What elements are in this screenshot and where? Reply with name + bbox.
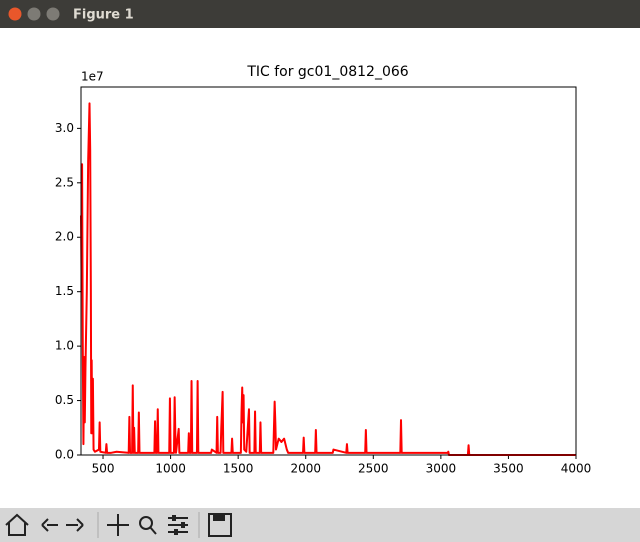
title-bar: [0, 0, 640, 28]
zoom-button[interactable]: [139, 516, 157, 535]
back-button[interactable]: [41, 518, 58, 532]
x-tick-label: 1500: [223, 462, 254, 476]
x-tick-label: 500: [92, 462, 115, 476]
close-button[interactable]: [8, 7, 22, 21]
y-offset-label: 1e7: [81, 70, 104, 84]
y-tick-label: 0.5: [55, 393, 74, 407]
figure: [0, 28, 640, 508]
y-tick-label: 3.0: [55, 121, 74, 135]
window-title: Figure 1: [73, 8, 134, 23]
forward-button[interactable]: [66, 518, 84, 532]
x-tick-label: 3000: [426, 462, 457, 476]
y-tick-label: 0.0: [55, 448, 74, 462]
x-tick-label: 3500: [493, 462, 524, 476]
axes-frame: [80, 86, 577, 456]
toolbar: [0, 508, 640, 542]
x-tick-label: 1000: [155, 462, 186, 476]
maximize-button[interactable]: [46, 7, 60, 21]
y-tick-label: 1.0: [55, 339, 74, 353]
y-tick-label: 1.5: [55, 284, 74, 298]
chart-title: TIC for gc01_0812_066: [246, 64, 408, 80]
x-tick-label: 4000: [561, 462, 592, 476]
tic-line: [80, 102, 576, 456]
home-button[interactable]: [5, 513, 29, 536]
x-tick-label: 2500: [358, 462, 389, 476]
x-tick-label: 2000: [290, 462, 321, 476]
pan-button[interactable]: [107, 514, 129, 536]
y-tick-label: 2.5: [55, 175, 74, 189]
minimize-button[interactable]: [27, 7, 41, 21]
configure-button[interactable]: [168, 515, 188, 535]
save-button[interactable]: [208, 513, 232, 537]
y-tick-label: 2.0: [55, 230, 74, 244]
